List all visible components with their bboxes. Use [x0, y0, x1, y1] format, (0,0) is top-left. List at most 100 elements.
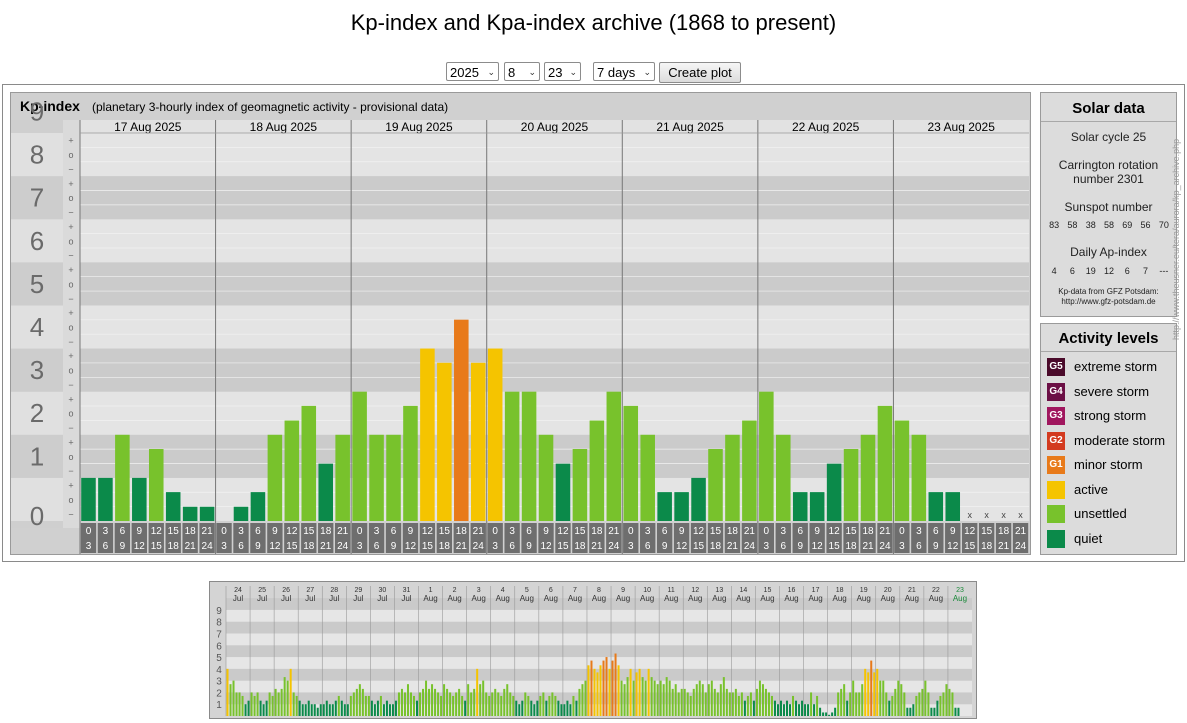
mini-kp-bar [629, 668, 632, 716]
mini-kp-bar [746, 695, 749, 716]
legend-label: minor storm [1074, 457, 1143, 472]
interval-box [538, 523, 554, 553]
mini-kp-bar [876, 668, 879, 716]
kp-bar [420, 348, 435, 521]
mini-kp-bar [617, 665, 620, 716]
sunspot-value: 70 [1158, 220, 1169, 230]
interval-box [758, 523, 775, 553]
grid-band [80, 262, 1029, 306]
mini-grid-band [226, 598, 972, 610]
mini-month-label: Aug [423, 594, 437, 603]
mini-kp-chart: 1 2 3 4 5 6 7 8 9 24 Jul 25 Jul 26 Jul 27 Jul 28 Jul 29 Jul 3… [209, 581, 977, 719]
kp-bar [504, 391, 520, 521]
mini-month-label: Aug [881, 594, 895, 603]
kp-bar [945, 492, 961, 521]
mini-kp-bar [334, 700, 337, 716]
legend-swatch: G3 [1047, 407, 1065, 425]
mini-kp-bar [322, 704, 325, 716]
interval-end-label: 6 [916, 541, 922, 552]
source-line1: Kp-data from GFZ Potsdam: [1058, 287, 1159, 296]
mini-kp-bar [792, 695, 795, 716]
chevron-down-icon: ⌄ [487, 67, 495, 77]
mini-kp-bar [767, 692, 770, 716]
y-tick-label: 9 [30, 96, 44, 126]
mini-kp-bar [692, 688, 695, 716]
month-select[interactable]: 8 ⌄ [504, 62, 540, 81]
interval-start-label: 18 [456, 526, 468, 537]
mini-kp-bar [419, 692, 422, 716]
mini-kp-bar [915, 695, 918, 716]
interval-box [928, 523, 944, 553]
mini-kp-bar [385, 700, 388, 716]
mini-kp-bar [416, 700, 419, 716]
kp-bar [165, 492, 181, 521]
mini-kp-bar [852, 680, 855, 716]
mini-kp-bar [957, 707, 960, 716]
day-select[interactable]: 23 ⌄ [544, 62, 581, 81]
interval-start-label: 0 [86, 526, 92, 537]
side-link[interactable]: http://www.theusner.eu/tera/aurora/kp_ar… [1171, 138, 1181, 340]
kp-bar [318, 463, 333, 521]
interval-box [80, 523, 97, 553]
mini-day-label: 5 [525, 587, 529, 594]
mini-kp-bar [485, 692, 488, 716]
mini-kp-bar [268, 692, 271, 716]
year-select[interactable]: 2025 ⌄ [446, 62, 499, 81]
y-tick-label: 6 [30, 226, 44, 256]
create-plot-button[interactable]: Create plot [659, 62, 741, 83]
mini-y-tick-label: 5 [216, 653, 222, 664]
sub-tick-label: − [68, 251, 73, 261]
sub-tick-label: − [68, 164, 73, 174]
interval-box [301, 523, 317, 553]
mini-day-label: 16 [788, 587, 796, 594]
mini-day-label: 4 [501, 587, 505, 594]
kp-bar [792, 492, 808, 521]
interval-end-label: 24 [337, 541, 349, 552]
divider [1041, 121, 1176, 122]
range-select[interactable]: 7 days ⌄ [593, 62, 655, 81]
mini-y-tick-label: 6 [216, 641, 222, 652]
mini-kp-bar [906, 707, 909, 716]
sub-tick-band [63, 120, 80, 528]
mini-kp-bar [698, 680, 701, 716]
interval-start-label: 0 [764, 526, 770, 537]
interval-box [911, 523, 927, 553]
interval-box [216, 523, 232, 553]
ap-title: Daily Ap-index [1070, 245, 1147, 259]
mini-kp-bar [578, 688, 581, 716]
mini-kp-bar [503, 688, 506, 716]
interval-start-label: 12 [557, 526, 569, 537]
kp-bar [640, 434, 655, 521]
legend-label: extreme storm [1074, 359, 1158, 374]
legend-label: severe storm [1074, 383, 1150, 399]
sunspot-value: 56 [1140, 220, 1151, 230]
interval-start-label: 15 [981, 526, 993, 537]
day-label: 17 Aug 2025 [114, 120, 182, 134]
mini-kp-bar [779, 700, 782, 716]
mini-y-tick-label: 8 [216, 618, 222, 629]
mini-kp-bar [352, 692, 355, 716]
grid-band [80, 305, 1029, 349]
mini-kp-bar [861, 684, 864, 716]
mini-grid-band [226, 621, 972, 634]
mini-day-label: 6 [549, 587, 553, 594]
interval-box [673, 523, 690, 553]
mini-kp-bar [539, 695, 542, 716]
source-link[interactable]: http://www.gfz-potsdam.de [1061, 297, 1156, 306]
kp-bar [826, 463, 842, 521]
mini-kp-bar [936, 700, 939, 716]
year-value: 2025 [450, 65, 479, 80]
interval-end-label: 3 [899, 541, 905, 552]
sunspot-value: 58 [1067, 220, 1078, 230]
mini-day-label: 24 [234, 587, 242, 594]
interval-box [419, 523, 436, 553]
mini-kp-bar [428, 688, 431, 716]
legend-swatch [1047, 529, 1065, 548]
sub-tick-label: o [68, 279, 73, 289]
interval-start-label: 21 [1015, 526, 1027, 537]
interval-box [436, 523, 453, 553]
grid-band [80, 348, 1029, 392]
interval-box [741, 523, 758, 553]
mini-kp-bar [686, 692, 689, 716]
interval-start-label: 3 [509, 526, 515, 537]
